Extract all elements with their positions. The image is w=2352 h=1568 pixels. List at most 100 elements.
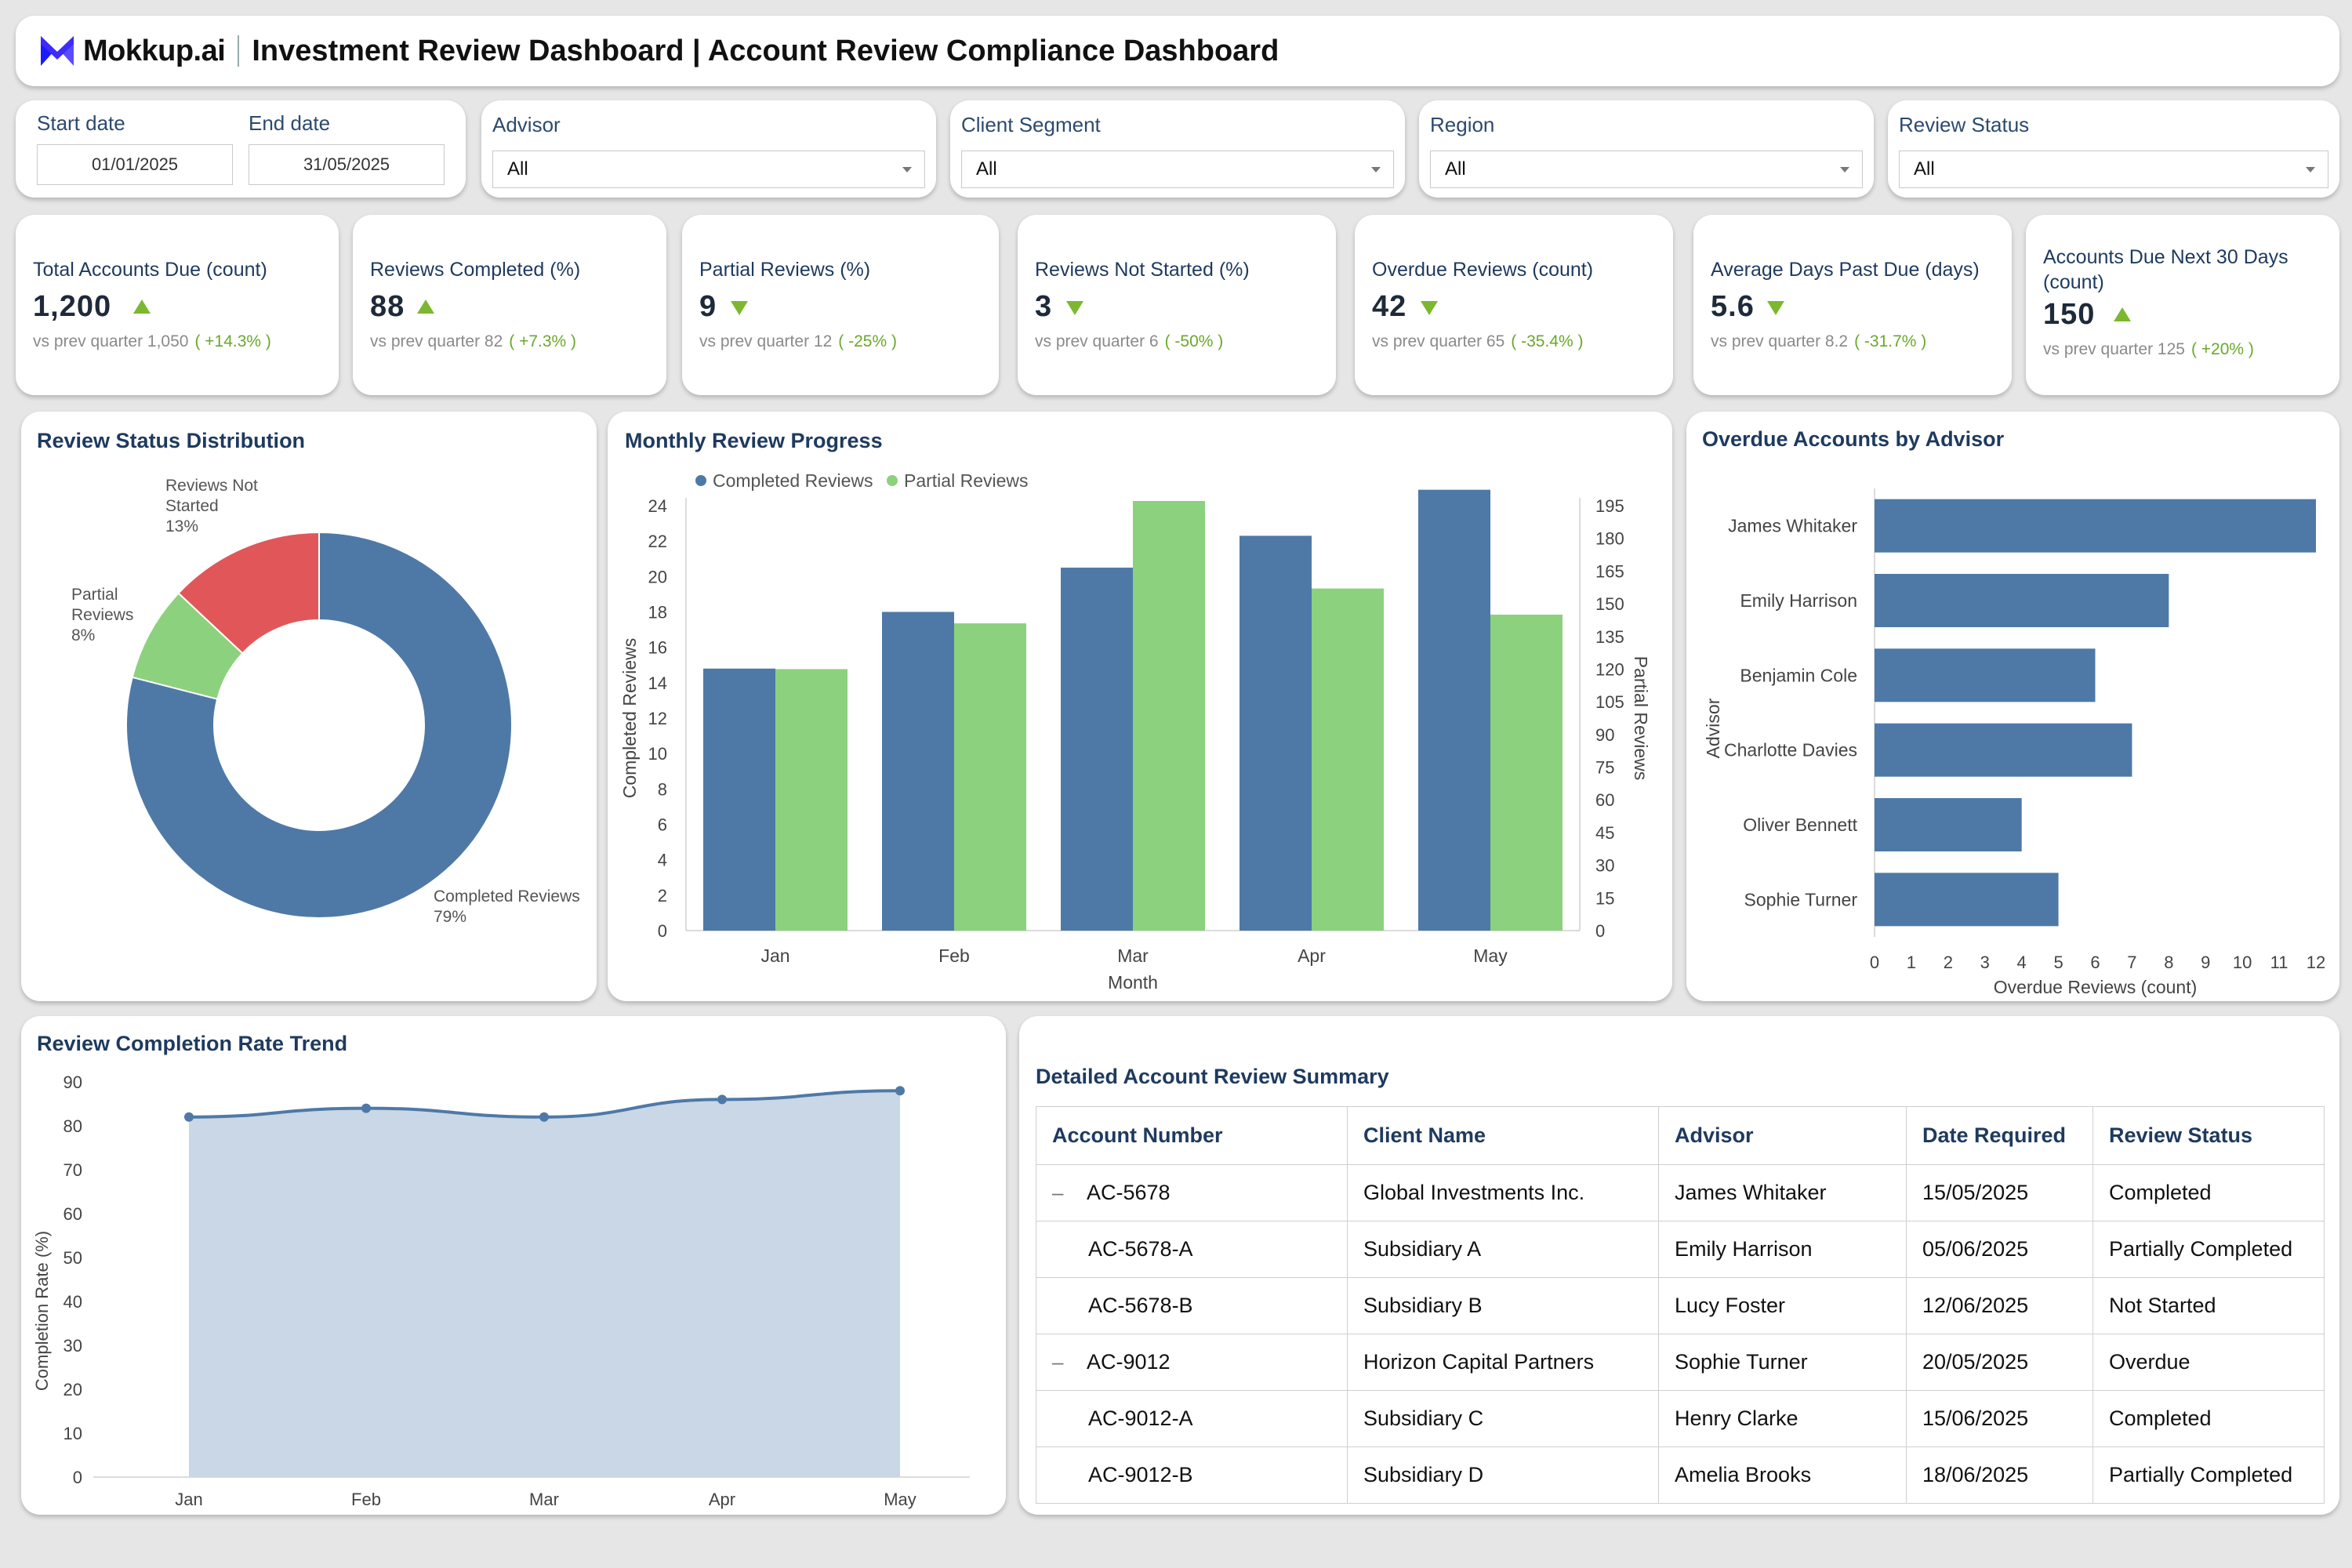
start-date-input[interactable]: 01/01/2025 <box>37 144 233 185</box>
end-date-input[interactable]: 31/05/2025 <box>249 144 445 185</box>
y-tick-label: Oliver Bennett <box>1743 815 1857 835</box>
x-tick-label: May <box>884 1490 916 1509</box>
kpi-change: ( +7.3% ) <box>509 332 577 350</box>
bar-oliver-bennett <box>1875 798 2022 851</box>
table-row[interactable]: AC-5678-B Subsidiary B Lucy Foster 12/06/20… <box>1036 1277 2325 1334</box>
client-name-cell: Horizon Capital Partners <box>1347 1334 1659 1391</box>
y2-tick-label: 15 <box>1595 888 1614 908</box>
x-tick-label: Feb <box>938 946 970 966</box>
y2-tick-label: 90 <box>1595 725 1614 745</box>
legend-marker-partial <box>887 475 898 486</box>
table-row[interactable]: AC-9012-B Subsidiary D Amelia Brooks 18/06/… <box>1036 1446 2325 1504</box>
kpi-change: ( -35.4% ) <box>1511 332 1584 350</box>
chart-title: Review Completion Rate Trend <box>37 1032 348 1055</box>
review-status-distribution-card: Review Status Distribution Completed Rev… <box>21 412 597 1001</box>
grouped-bar-chart: 0246810121416182022240153045607590105120… <box>619 470 1651 993</box>
mokkup-logo-icon <box>41 36 74 66</box>
kpi-change: ( -50% ) <box>1164 332 1224 350</box>
kpi-title: Accounts Due Next 30 Days (count) <box>2043 246 2288 293</box>
client-segment-select[interactable]: All <box>961 151 1394 188</box>
table-row[interactable]: AC-5678-A Subsidiary A Emily Harrison 05/06… <box>1036 1221 2325 1278</box>
kpi-comparison: vs prev quarter 82( +7.3% ) <box>370 332 577 350</box>
y-tick-label: 10 <box>64 1424 82 1443</box>
advisor-cell: Lucy Foster <box>1658 1277 1907 1334</box>
column-header-account-number[interactable]: Account Number <box>1036 1106 1348 1165</box>
bar-completed-apr <box>1240 535 1312 931</box>
column-header-client-name[interactable]: Client Name <box>1347 1106 1659 1165</box>
trend-down-icon <box>731 301 748 315</box>
date-required-cell: 20/05/2025 <box>1906 1334 2093 1391</box>
date-required-cell: 05/06/2025 <box>1906 1221 2093 1278</box>
kpi-change: ( -25% ) <box>838 332 897 350</box>
bar-sophie-turner <box>1875 873 2059 927</box>
kpi-title: Total Accounts Due (count) <box>33 259 267 281</box>
kpi-value: 9 <box>699 290 717 323</box>
completion-rate-trend-card: Review Completion Rate Trend 0 10 20 30 40 50… <box>21 1016 1006 1515</box>
advisor-cell: Henry Clarke <box>1658 1390 1907 1447</box>
column-header-advisor[interactable]: Advisor <box>1658 1106 1907 1165</box>
review-status-select[interactable]: All <box>1899 151 2328 188</box>
x-tick-label: 6 <box>2090 953 2100 972</box>
y-tick-label: 4 <box>658 851 667 870</box>
bar-partial-apr <box>1312 588 1384 931</box>
kpi-title: Partial Reviews (%) <box>699 259 871 281</box>
x-tick-label: Feb <box>351 1490 381 1509</box>
bar-partial-feb <box>954 623 1026 931</box>
donut-label: 13% <box>165 517 198 535</box>
y-tick-label: 0 <box>658 921 667 941</box>
account-number-cell: AC-9012-A <box>1036 1390 1348 1447</box>
y-tick-label: Benjamin Cole <box>1740 665 1857 685</box>
x-tick-label: 12 <box>2307 953 2325 972</box>
collapse-icon[interactable]: – <box>1052 1181 1064 1204</box>
table-row[interactable]: – AC-5678 Global Investments Inc. James Whi… <box>1036 1164 2325 1221</box>
start-date-label: Start date <box>37 111 125 135</box>
advisor-select[interactable]: All <box>492 151 925 188</box>
x-tick-label: Jan <box>760 946 789 966</box>
region-select[interactable]: All <box>1430 151 1863 188</box>
x-tick-label: 7 <box>2127 953 2136 972</box>
x-tick-label: Apr <box>709 1490 735 1509</box>
donut-label: Partial <box>71 586 118 604</box>
table-row[interactable]: – AC-9012 Horizon Capital Partners Sophie T… <box>1036 1334 2325 1391</box>
x-tick-label: Mar <box>529 1490 559 1509</box>
review-status-cell: Completed <box>2092 1164 2325 1221</box>
bar-charlotte-davies <box>1875 723 2132 777</box>
kpi-card-partial-reviews: Partial Reviews (%) 9 vs prev quarter 12… <box>682 215 999 395</box>
column-header-review-status[interactable]: Review Status <box>2092 1106 2325 1165</box>
client-name-cell: Subsidiary D <box>1347 1446 1659 1504</box>
kpi-card-total-accounts-due: Total Accounts Due (count) 1,200 vs prev… <box>16 215 339 395</box>
account-number-cell: – AC-5678 <box>1036 1164 1348 1221</box>
y2-tick-label: 195 <box>1595 496 1624 516</box>
monthly-review-progress-card: Monthly Review Progress 0 2 4 6 8 10 12 14 16 18 2… <box>608 412 1672 1001</box>
kpi-card-accounts-due-next-30-days: Accounts Due Next 30 Days (count) 150 vs … <box>2026 215 2339 395</box>
bar-completed-jan <box>703 668 775 931</box>
page-title: Investment Review Dashboard | Account Re… <box>252 34 1279 67</box>
collapse-icon[interactable]: – <box>1052 1350 1064 1374</box>
trend-up-icon <box>417 299 434 314</box>
kpi-comparison: vs prev quarter 65( -35.4% ) <box>1372 332 1584 350</box>
y-tick-label: 20 <box>64 1380 82 1399</box>
y-axis-title: Completed Reviews <box>619 638 640 799</box>
chevron-down-icon <box>1840 167 1849 172</box>
column-header-date-required[interactable]: Date Required <box>1906 1106 2093 1165</box>
area-fill <box>189 1091 900 1477</box>
advisor-select-value: All <box>507 158 528 180</box>
kpi-title: Overdue Reviews (count) <box>1372 259 1594 281</box>
kpi-comparison: vs prev quarter 1,050( +14.3% ) <box>33 332 271 350</box>
y-tick-label: 40 <box>64 1292 82 1312</box>
x-tick-label: Mar <box>1117 946 1149 966</box>
client-name-cell: Subsidiary C <box>1347 1390 1659 1447</box>
date-range-filter: Start date End date 01/01/2025 31/05/202… <box>16 100 466 198</box>
client-segment-select-value: All <box>976 158 997 180</box>
header-divider <box>238 35 240 67</box>
x-tick-label: 9 <box>2201 953 2210 972</box>
table-row[interactable]: AC-9012-A Subsidiary C Henry Clarke 15/06/2… <box>1036 1390 2325 1447</box>
y-axis-title: Completion Rate (%) <box>32 1231 52 1391</box>
donut-label: 79% <box>434 908 466 926</box>
y-tick-label: 80 <box>64 1116 82 1136</box>
x-tick-label: 3 <box>1980 953 1990 972</box>
account-number-cell: AC-9012-B <box>1036 1446 1348 1504</box>
y-tick-label: 90 <box>64 1073 82 1092</box>
brand-name[interactable]: Mokkup.ai <box>83 34 226 67</box>
y2-tick-label: 180 <box>1595 529 1624 549</box>
